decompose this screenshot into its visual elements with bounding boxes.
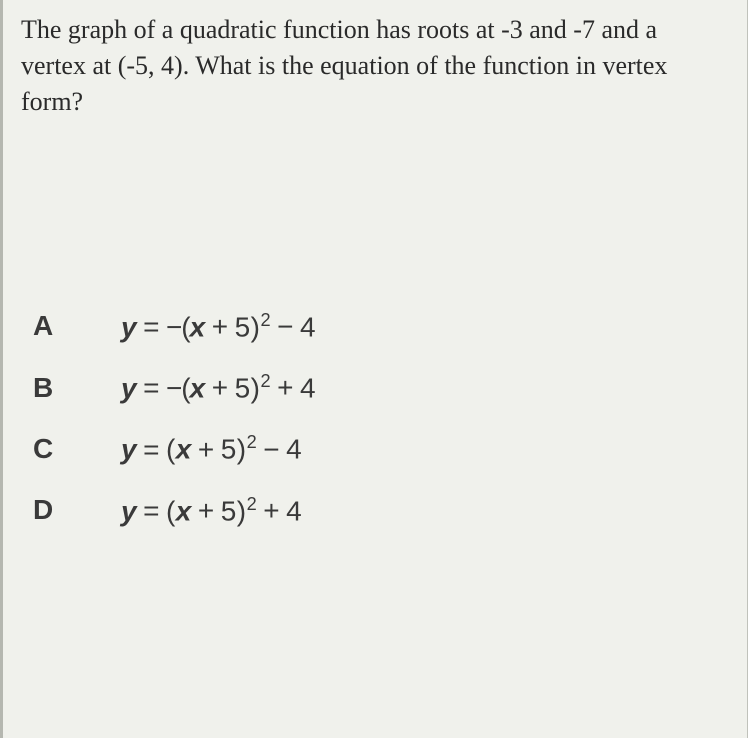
choice-label: B (33, 372, 59, 404)
choice-row-d: D y=(x+5)2+4 (33, 494, 719, 527)
choice-equation: y=−(x+5)2−4 (121, 310, 316, 343)
choice-label: A (33, 310, 59, 342)
choice-row-c: C y=(x+5)2−4 (33, 432, 719, 465)
choice-equation: y=−(x+5)2+4 (121, 371, 316, 404)
question-text: The graph of a quadratic function has ro… (21, 12, 719, 120)
worksheet-page: The graph of a quadratic function has ro… (0, 0, 748, 738)
choice-equation: y=(x+5)2−4 (121, 432, 302, 465)
choice-row-a: A y=−(x+5)2−4 (33, 310, 719, 343)
choice-label: D (33, 494, 59, 526)
choice-row-b: B y=−(x+5)2+4 (33, 371, 719, 404)
choice-label: C (33, 433, 59, 465)
answer-choices: A y=−(x+5)2−4 B y=−(x+5)2+4 C y=(x+5)2−4… (21, 310, 719, 527)
choice-equation: y=(x+5)2+4 (121, 494, 302, 527)
